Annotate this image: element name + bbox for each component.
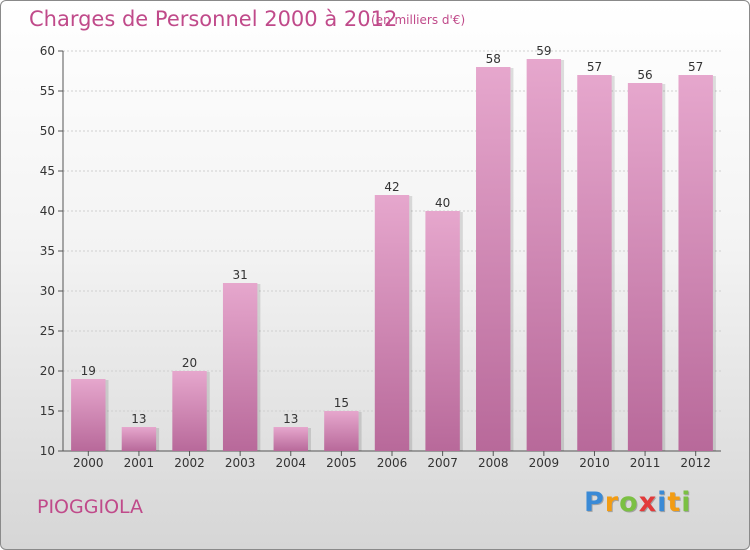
data-label: 20 [182, 356, 197, 370]
bar-2000[interactable] [71, 379, 106, 451]
chart-title: Charges de Personnel 2000 à 2012 [29, 7, 398, 31]
y-tick-label: 10 [40, 444, 55, 458]
bar-2004[interactable] [273, 427, 308, 451]
bar-2006[interactable] [374, 195, 410, 451]
proxiti-logo[interactable]: Proxiti [584, 487, 692, 518]
x-tick-label: 2005 [326, 456, 357, 470]
bar-2012[interactable] [678, 75, 713, 451]
bar-2003[interactable] [222, 283, 258, 451]
y-tick-label: 25 [40, 324, 55, 338]
x-tick-label: 2010 [579, 456, 610, 470]
y-tick-label: 30 [40, 284, 55, 298]
logo-letter: o [619, 487, 639, 518]
y-tick-label: 40 [40, 204, 55, 218]
data-label: 56 [637, 68, 652, 82]
data-label: 19 [81, 364, 96, 378]
bar-2008[interactable] [476, 67, 511, 451]
x-tick-label: 2002 [174, 456, 205, 470]
data-label: 15 [334, 396, 349, 410]
commune-name: PIOGGIOLA [37, 496, 144, 518]
y-tick-label: 55 [40, 84, 55, 98]
y-tick-label: 20 [40, 364, 55, 378]
bar-2011[interactable] [627, 83, 663, 451]
data-label: 40 [435, 196, 450, 210]
bars [71, 59, 716, 451]
bar-2007[interactable] [425, 211, 460, 451]
x-tick-label: 2003 [225, 456, 256, 470]
data-label: 13 [283, 412, 298, 426]
logo-letter: t [667, 487, 682, 518]
logo-letter: i [657, 487, 668, 518]
logo-letter: x [638, 487, 658, 518]
x-tick-label: 2011 [630, 456, 661, 470]
x-tick-label: 2004 [275, 456, 306, 470]
bar-2009[interactable] [526, 59, 562, 451]
bar-2005[interactable] [324, 411, 359, 451]
y-tick-label: 45 [40, 164, 55, 178]
logo-letter: P [584, 487, 605, 518]
data-label: 58 [486, 52, 501, 66]
data-label: 57 [688, 60, 703, 74]
data-label: 31 [233, 268, 248, 282]
data-label: 13 [131, 412, 146, 426]
data-label: 57 [587, 60, 602, 74]
x-tick-label: 2007 [427, 456, 458, 470]
logo-letter: r [604, 487, 620, 518]
x-tick-label: 2008 [478, 456, 509, 470]
y-tick-label: 50 [40, 124, 55, 138]
bar-2002[interactable] [172, 371, 207, 451]
x-tick-label: 2000 [73, 456, 104, 470]
x-tick-label: 2009 [529, 456, 560, 470]
data-label: 42 [384, 180, 399, 194]
chart-subtitle: (en milliers d'€) [371, 13, 466, 27]
x-tick-label: 2001 [124, 456, 155, 470]
data-label: 59 [536, 44, 551, 58]
logo-letter: i [681, 487, 692, 518]
bar-2010[interactable] [577, 75, 612, 451]
x-tick-label: 2006 [377, 456, 408, 470]
y-tick-label: 60 [40, 44, 55, 58]
y-tick-label: 15 [40, 404, 55, 418]
bar-2001[interactable] [121, 427, 157, 451]
labels: 10 15 20 25 30 35 40 45 50 55 60 2000 19 2001 13 2002 20… [40, 44, 711, 470]
y-tick-label: 35 [40, 244, 55, 258]
x-tick-label: 2012 [680, 456, 711, 470]
